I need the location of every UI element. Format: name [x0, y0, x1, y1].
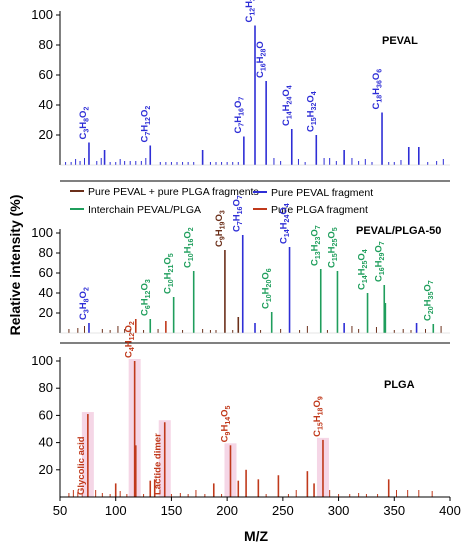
x-tick-label: 350 [383, 503, 405, 518]
peak-label: C12​H25​O4​ [244, 0, 257, 23]
panel-1: 20 40 60 80 100 C3​H8​O2​ C7​H12​O2​ C7​H16​O7​… [31, 0, 450, 182]
peak-label: C13​H23​O7​ [310, 225, 323, 266]
peak-label: C14​H25​O4​ [357, 249, 370, 290]
x-tick-label: 200 [216, 503, 238, 518]
legend-label: Pure PEVAL + pure PLGA fragments [88, 186, 259, 198]
y-tick-label: 20 [39, 127, 53, 142]
peak-label: C7​H16​O7​ [233, 97, 246, 134]
peak-label: C9​H19​O3​ [214, 210, 227, 247]
x-axis: 50 100 150 200 250 300 350 400 [53, 164, 461, 518]
panel-3: 20 40 60 80 100 Glycolic acid C4​H12​O2​ Lactid… [31, 321, 433, 497]
x-tick-label: 150 [161, 503, 183, 518]
legend-label: Pure PLGA fragment [271, 204, 368, 216]
y-tick-label: 60 [39, 407, 53, 422]
peak-label: C10​H16​O2​ [183, 227, 196, 268]
y-axis-title: Relative intensity (%) [7, 195, 23, 336]
y-tick-label: 80 [39, 245, 53, 260]
panel-label: PEVAL/PLGA-50 [356, 225, 441, 237]
peak-label: C14​H24​O4​ [281, 85, 294, 126]
peak-label: C7​H12​O2​ [139, 106, 152, 143]
y-tick-label: 80 [39, 37, 53, 52]
peak-label: C4​H12​O2​ [124, 321, 137, 358]
peak-label: C15​H18​O9​ [312, 396, 325, 437]
peak-label: C16​H29​O7​ [373, 241, 386, 282]
panel-label: PLGA [384, 379, 415, 391]
x-tick-label: 400 [439, 503, 461, 518]
peak-label: C18​H36​O6​ [371, 69, 384, 110]
y-tick-label: 60 [39, 265, 53, 280]
y-tick-label: 40 [39, 435, 53, 450]
peak-label: C10​H21​O5​ [163, 253, 176, 294]
spectra-panels: 20 40 60 80 100 C3​H8​O2​ C7​H12​O2​ C7​H16​O7​… [31, 0, 461, 518]
peak-label: C3​H8​O2​ [78, 287, 91, 320]
y-tick-label: 60 [39, 67, 53, 82]
x-tick-label: 50 [53, 503, 67, 518]
panel-2: 20 40 60 80 100 C3​H8​O2​ C6​H12​O3​ C10​H21​O5… [31, 195, 450, 344]
peak-label: C7​H16​O7​ [232, 195, 245, 232]
y-tick-label: 20 [39, 462, 53, 477]
y-tick-label: 40 [39, 285, 53, 300]
peak-label: C3​H8​O2​ [78, 107, 91, 140]
peak-label: C20​H35​O7​ [422, 280, 435, 321]
peak-label: C15​H32​O4​ [305, 91, 318, 132]
x-tick-label: 250 [272, 503, 294, 518]
peak-label: C10​H20​O6​ [261, 268, 274, 309]
y-tick-label: 100 [31, 7, 53, 22]
y-tick-label: 20 [39, 305, 53, 320]
x-tick-label: 300 [328, 503, 350, 518]
peak-label: Glycolic acid [76, 436, 87, 495]
y-tick-label: 40 [39, 97, 53, 112]
y-tick-label: 100 [31, 353, 53, 368]
peak-label: C14​H24​O4​ [279, 203, 292, 244]
legend-label: Pure PEVAL fragment [271, 187, 373, 199]
peak-label: C6​H12​O3​ [139, 279, 152, 316]
x-tick-label: 100 [105, 503, 127, 518]
legend-label: Interchain PEVAL/PLGA [88, 204, 201, 216]
panel-label: PEVAL [382, 35, 418, 47]
peak-label: C16​H28​O [255, 41, 268, 78]
y-tick-label: 80 [39, 380, 53, 395]
peak-label: C15​H25​O5​ [326, 227, 339, 268]
y-tick-label: 100 [31, 225, 53, 240]
legend: Pure PEVAL + pure PLGA fragments Pure PEV… [70, 186, 373, 216]
x-axis-title: M/Z [244, 528, 269, 544]
peak-label: Lactide dimer [153, 433, 164, 495]
peak-label: C9​H14​O5​ [219, 405, 232, 442]
